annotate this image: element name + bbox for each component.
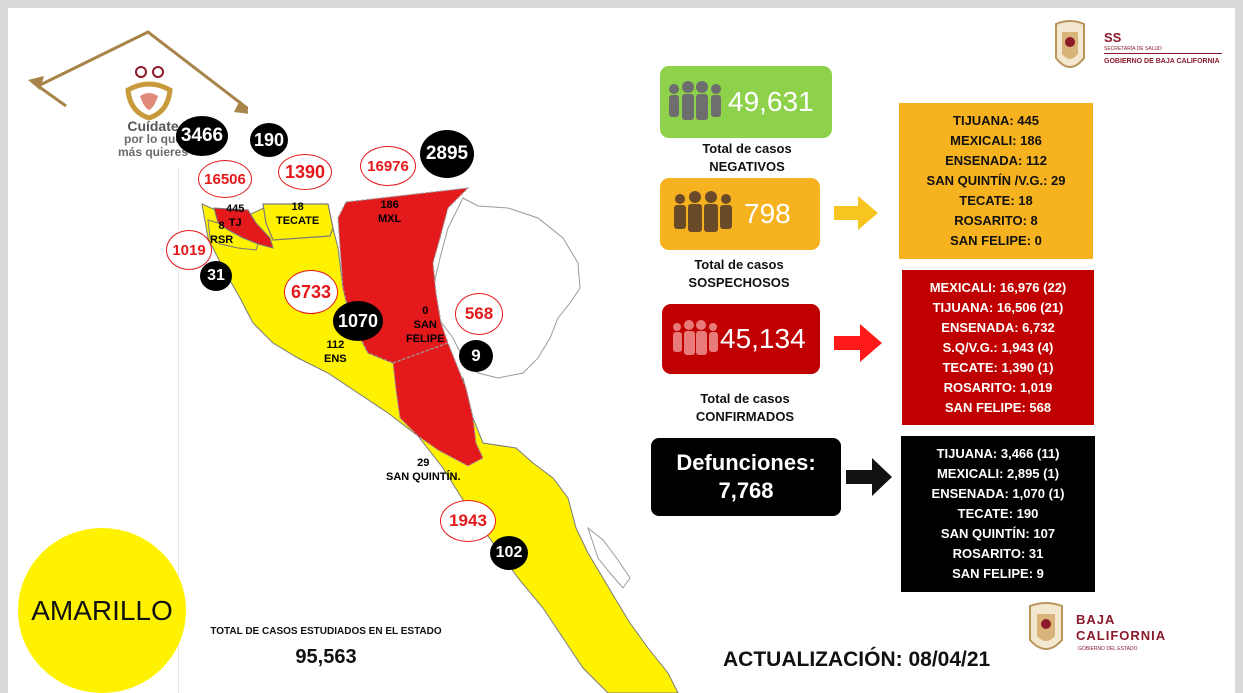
suspects-item: ENSENADA: 112 [945, 153, 1047, 168]
deaths-item: MEXICALI: 2,895 (1) [936, 466, 1060, 481]
arrow-right-icon [834, 324, 882, 362]
deaths-breakdown-panel: TIJUANA: 3,466 (11) MEXICALI: 2,895 (1) … [901, 436, 1095, 592]
ss-abbr: SS [1104, 30, 1122, 45]
coat-of-arms-icon [1055, 20, 1085, 68]
deaths-item: TECATE: 190 [957, 506, 1039, 521]
arrow-right-icon [834, 196, 878, 230]
ss-org: GOBIERNO DE BAJA CALIFORNIA [1104, 58, 1220, 65]
deaths-badge-san-quintin: 102 [490, 536, 528, 570]
slide-divider [178, 168, 179, 693]
deaths-badge-san-felipe: 9 [459, 340, 493, 372]
infographic-slide: Cuídate por lo que más quieres 445 TJ 8 … [8, 8, 1235, 693]
deaths-badge-ensenada: 1070 [333, 301, 383, 341]
ss-logo: SS SECRETARÍA DE SALUD GOBIERNO DE BAJA … [1052, 18, 1227, 78]
confirmed-item: ROSARITO: 1,019 [943, 379, 1053, 395]
ss-divider [1104, 53, 1222, 54]
suspects-breakdown-panel: TIJUANA: 445 MEXICALI: 186 ENSENADA: 112… [899, 103, 1093, 259]
sonora-coastline [432, 197, 581, 379]
update-date: ACTUALIZACIÓN: 08/04/21 [723, 648, 991, 671]
people-group-icon [673, 320, 718, 355]
deaths-badge-tijuana: 3466 [176, 116, 228, 156]
confirmed-item: ENSENADA: 6,732 [941, 319, 1055, 335]
baja-california-logo: BAJA CALIFORNIA GOBIERNO DEL ESTADO [1026, 600, 1201, 660]
suspects-value: 798 [744, 198, 791, 229]
bc-line3: GOBIERNO DEL ESTADO [1078, 646, 1138, 652]
map-label-tecate: 18 TECATE [276, 201, 320, 227]
negatives-caption: Total de casos NEGATIVOS [702, 141, 792, 174]
confirmed-badge-san-quintin: 1943 [440, 500, 496, 542]
gulf-island [586, 526, 631, 589]
suspects-card: 798 [660, 178, 820, 250]
baja-california-map [201, 187, 679, 693]
deaths-item: SAN QUINTÍN: 107 [940, 526, 1056, 541]
tagline-line-1: Cuídate [127, 118, 179, 134]
deaths-badge-tecate: 190 [250, 123, 288, 157]
deaths-label: Defunciones: [676, 450, 816, 475]
people-group-icon [669, 81, 721, 120]
deaths-item: TIJUANA: 3,466 (11) [936, 446, 1060, 461]
confirmed-badge-rosarito: 1019 [166, 230, 212, 270]
cuidate-logo: Cuídate por lo que más quieres [28, 28, 261, 168]
confirmed-value: 45,134 [720, 323, 806, 354]
confirmed-card: 45,134 [662, 304, 820, 374]
confirmed-caption: Total de casos CONFIRMADOS [695, 391, 795, 424]
suspects-item: TIJUANA: 445 [953, 113, 1039, 128]
confirmed-badge-san-felipe: 568 [455, 293, 503, 335]
tagline-line-2: por lo que [124, 132, 182, 146]
confirmed-item: SAN FELIPE: 568 [944, 399, 1052, 415]
cuidate-tagline: Cuídate por lo que más quieres [98, 118, 208, 159]
tecate-region [262, 203, 334, 241]
deaths-item: ROSARITO: 31 [952, 546, 1044, 561]
confirmed-item: TECATE: 1,390 (1) [942, 359, 1054, 375]
confirmed-item: S.Q/V.G.: 1,943 (4) [942, 339, 1054, 355]
people-group-icon [674, 191, 732, 232]
deaths-card: Defunciones: 7,768 [651, 438, 841, 516]
negatives-card: 49,631 [660, 66, 832, 138]
confirmed-item: MEXICALI: 16,976 (22) [929, 279, 1067, 295]
map-label-ensenada: 112 ENS [324, 339, 347, 365]
deaths-badge-rosarito: 31 [200, 261, 232, 291]
confirmed-badge-mexicali: 16976 [360, 146, 416, 186]
suspects-item: SAN QUINTÍN /V.G.: 29 [926, 173, 1066, 188]
total-studied-label: TOTAL DE CASOS ESTUDIADOS EN EL ESTADO [210, 626, 442, 637]
confirmed-badge-tecate: 1390 [278, 154, 332, 190]
arrow-right-icon [846, 458, 892, 496]
rosarito-region [207, 219, 259, 251]
map-label-mexicali: 186 MXL [378, 199, 402, 225]
suspects-item: SAN FELIPE: 0 [950, 233, 1042, 248]
traffic-light-status: AMARILLO [18, 528, 186, 693]
map-label-san-felipe: 0 SAN FELIPE [406, 305, 445, 345]
map-label-tijuana: 445 TJ [226, 203, 245, 229]
suspects-item: TECATE: 18 [959, 193, 1033, 208]
total-studied-value: 95,563 [295, 646, 357, 668]
map-label-rosarito: 8 RSR [210, 220, 234, 246]
ss-subtitle: SECRETARÍA DE SALUD [1104, 46, 1162, 52]
bc-line2: CALIFORNIA [1076, 628, 1167, 643]
suspects-item: MEXICALI: 186 [950, 133, 1042, 148]
deaths-value: 7,768 [718, 478, 774, 503]
suspects-caption: Total de casos SOSPECHOSOS [688, 257, 790, 290]
confirmed-item: TIJUANA: 16,506 (21) [932, 299, 1064, 315]
confirmed-breakdown-panel: MEXICALI: 16,976 (22) TIJUANA: 16,506 (2… [902, 270, 1094, 425]
house-roof-icon [28, 30, 261, 121]
san-felipe-region [392, 342, 484, 467]
confirmed-badge-ensenada: 6733 [284, 270, 338, 314]
map-label-san-quintin: 29 SAN QUINTÍN. [386, 457, 461, 483]
bc-line1: BAJA [1076, 612, 1116, 627]
deaths-badge-mexicali: 2895 [420, 130, 474, 178]
tagline-line-3: más quieres [117, 145, 189, 159]
coat-of-arms-icon [1029, 602, 1063, 650]
suspects-item: ROSARITO: 8 [954, 213, 1038, 228]
negatives-value: 49,631 [728, 86, 814, 117]
status-label: AMARILLO [31, 594, 173, 626]
confirmed-badge-tijuana: 16506 [198, 160, 252, 198]
deaths-item: SAN FELIPE: 9 [952, 566, 1044, 581]
deaths-item: ENSENADA: 1,070 (1) [931, 486, 1065, 501]
